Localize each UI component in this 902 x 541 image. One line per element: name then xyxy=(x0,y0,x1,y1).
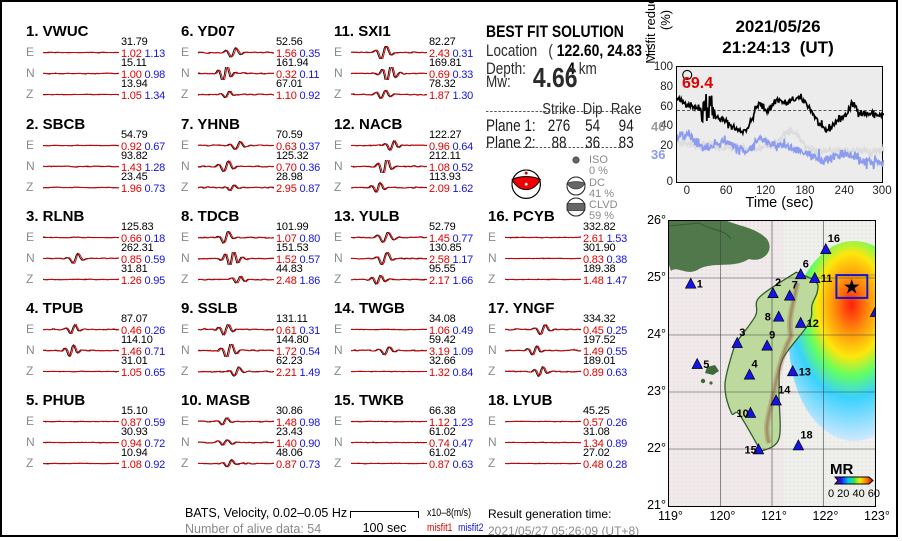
svg-text:18: 18 xyxy=(800,429,812,441)
svg-text:★: ★ xyxy=(843,277,861,299)
svg-text:6: 6 xyxy=(803,258,809,270)
svg-text:2: 2 xyxy=(775,277,781,289)
svg-text:8: 8 xyxy=(765,312,771,324)
svg-text:1: 1 xyxy=(697,279,703,291)
svg-text:9: 9 xyxy=(769,330,775,342)
svg-text:14: 14 xyxy=(778,385,791,397)
svg-text:16: 16 xyxy=(828,233,840,245)
svg-text:10: 10 xyxy=(737,408,749,420)
svg-text:12: 12 xyxy=(807,318,819,330)
svg-text:15: 15 xyxy=(745,444,757,456)
svg-text:4: 4 xyxy=(752,359,759,371)
svg-text:7: 7 xyxy=(792,280,798,292)
svg-text:3: 3 xyxy=(739,327,745,339)
svg-text:13: 13 xyxy=(799,366,811,378)
svg-text:5: 5 xyxy=(703,359,709,371)
svg-text:11: 11 xyxy=(821,273,833,285)
